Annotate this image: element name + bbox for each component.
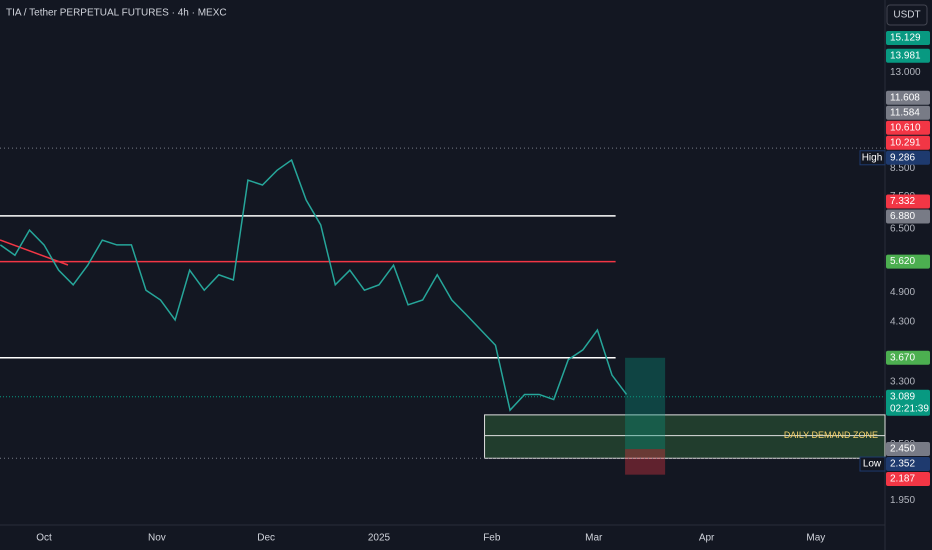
extreme-tag-label: High xyxy=(862,152,883,163)
price-tag-label: 3.089 xyxy=(890,391,915,402)
extreme-tag xyxy=(859,150,886,166)
x-tick-label: Apr xyxy=(699,533,715,544)
y-tick-label: 3.300 xyxy=(890,376,915,387)
price-tag xyxy=(886,48,930,63)
y-tick-label: 4.900 xyxy=(890,287,915,298)
y-tick-label: 1.950 xyxy=(890,495,915,506)
price-tag-label: 11.584 xyxy=(890,107,920,118)
price-tag-label: 13.981 xyxy=(890,50,921,61)
price-tag xyxy=(886,30,930,45)
price-tag xyxy=(886,442,930,457)
price-tag xyxy=(886,150,930,165)
price-tag-label: 10.610 xyxy=(890,122,921,133)
price-tag-label: 5.620 xyxy=(890,256,915,267)
extreme-tag-label: Low xyxy=(863,459,882,470)
currency[interactable]: USDT xyxy=(893,10,920,21)
price-tag xyxy=(886,389,930,416)
price-tag xyxy=(886,105,930,120)
price-tag-label: 7.332 xyxy=(890,196,915,207)
price-tag-label: 2.187 xyxy=(890,474,915,485)
price-tag xyxy=(886,135,930,150)
demand-zone-label: DAILY DEMAND ZONE xyxy=(784,430,878,440)
price-tag-label: 6.880 xyxy=(890,211,915,222)
price-tag xyxy=(886,209,930,224)
demand-zone xyxy=(484,414,886,459)
price-tag xyxy=(886,254,930,269)
y-tick-label: 4.300 xyxy=(890,317,915,328)
price-tag-label: 9.286 xyxy=(890,152,915,163)
price-tag-label: 11.608 xyxy=(890,92,920,103)
price-tag-label: 3.670 xyxy=(890,352,915,363)
position-target xyxy=(625,357,666,450)
price-tag xyxy=(886,194,930,209)
price-tag xyxy=(886,120,930,135)
price-tag-label: 10.291 xyxy=(890,137,921,148)
x-tick-label: Feb xyxy=(483,533,501,544)
y-tick-label: 6.500 xyxy=(890,223,915,234)
price-tag-label: 15.129 xyxy=(890,33,921,44)
chart-title: TIA / Tether PERPETUAL FUTURES · 4h · ME… xyxy=(6,8,227,19)
y-tick-label: 13.000 xyxy=(890,67,921,78)
x-tick-label: Mar xyxy=(585,533,603,544)
extreme-tag xyxy=(859,456,886,472)
countdown: 02:21:39 xyxy=(890,403,929,414)
position-stop xyxy=(625,449,666,475)
price-tag-label: 2.352 xyxy=(890,459,915,470)
x-tick-label: Oct xyxy=(36,533,52,544)
y-tick-label: 8.500 xyxy=(890,163,915,174)
price-tag xyxy=(886,472,930,487)
price-tag xyxy=(886,90,930,105)
x-tick-label: May xyxy=(806,533,825,544)
price-tag xyxy=(886,457,930,472)
currency-button[interactable] xyxy=(886,4,928,26)
price-tag xyxy=(886,350,930,365)
price-tag-label: 2.450 xyxy=(890,444,915,455)
x-tick-label: 2025 xyxy=(368,533,391,544)
x-tick-label: Nov xyxy=(148,533,166,544)
x-tick-label: Dec xyxy=(257,533,275,544)
